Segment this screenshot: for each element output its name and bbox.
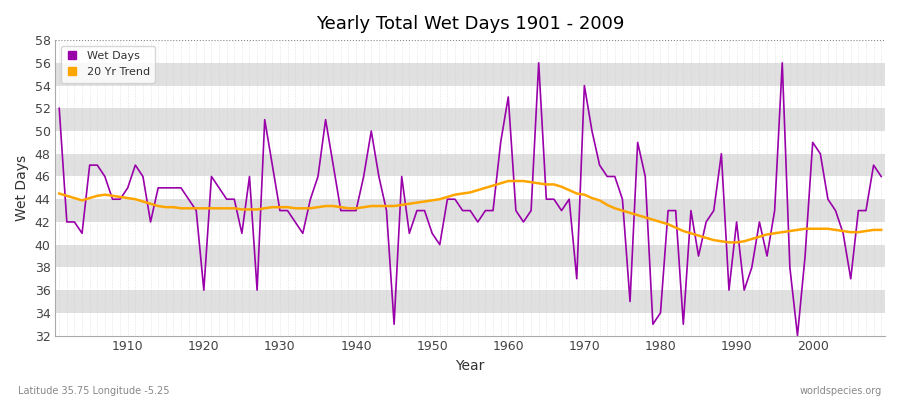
Wet Days — [602, 174, 613, 179]
Wet Days — [876, 174, 886, 179]
Bar — [56, 108, 885, 131]
Bar — [56, 154, 885, 176]
Wet Days — [534, 60, 544, 65]
Wet Days — [328, 163, 338, 168]
Wet Days — [282, 208, 292, 213]
Bar — [56, 199, 885, 222]
Bar — [56, 290, 885, 313]
Y-axis label: Wet Days: Wet Days — [15, 155, 29, 221]
20 Yr Trend — [282, 205, 292, 210]
Bar — [56, 222, 885, 245]
Text: worldspecies.org: worldspecies.org — [800, 386, 882, 396]
20 Yr Trend — [328, 204, 338, 208]
20 Yr Trend — [510, 179, 521, 184]
Bar — [56, 63, 885, 86]
Legend: Wet Days, 20 Yr Trend: Wet Days, 20 Yr Trend — [61, 46, 155, 82]
Bar — [56, 267, 885, 290]
20 Yr Trend — [495, 181, 506, 186]
Wet Days — [54, 106, 65, 111]
20 Yr Trend — [724, 240, 734, 245]
Wet Days — [114, 197, 125, 202]
Line: 20 Yr Trend: 20 Yr Trend — [59, 181, 881, 242]
Bar — [56, 313, 885, 336]
Title: Yearly Total Wet Days 1901 - 2009: Yearly Total Wet Days 1901 - 2009 — [316, 15, 625, 33]
Text: Latitude 35.75 Longitude -5.25: Latitude 35.75 Longitude -5.25 — [18, 386, 169, 396]
Line: Wet Days: Wet Days — [59, 63, 881, 336]
X-axis label: Year: Year — [455, 359, 485, 373]
20 Yr Trend — [876, 228, 886, 232]
Bar — [56, 176, 885, 199]
20 Yr Trend — [54, 191, 65, 196]
Wet Days — [503, 94, 514, 99]
Bar — [56, 86, 885, 108]
20 Yr Trend — [503, 179, 514, 184]
Bar — [56, 245, 885, 267]
Wet Days — [495, 140, 506, 145]
Bar — [56, 40, 885, 63]
20 Yr Trend — [602, 202, 613, 207]
20 Yr Trend — [114, 194, 125, 199]
Wet Days — [792, 333, 803, 338]
Bar — [56, 131, 885, 154]
